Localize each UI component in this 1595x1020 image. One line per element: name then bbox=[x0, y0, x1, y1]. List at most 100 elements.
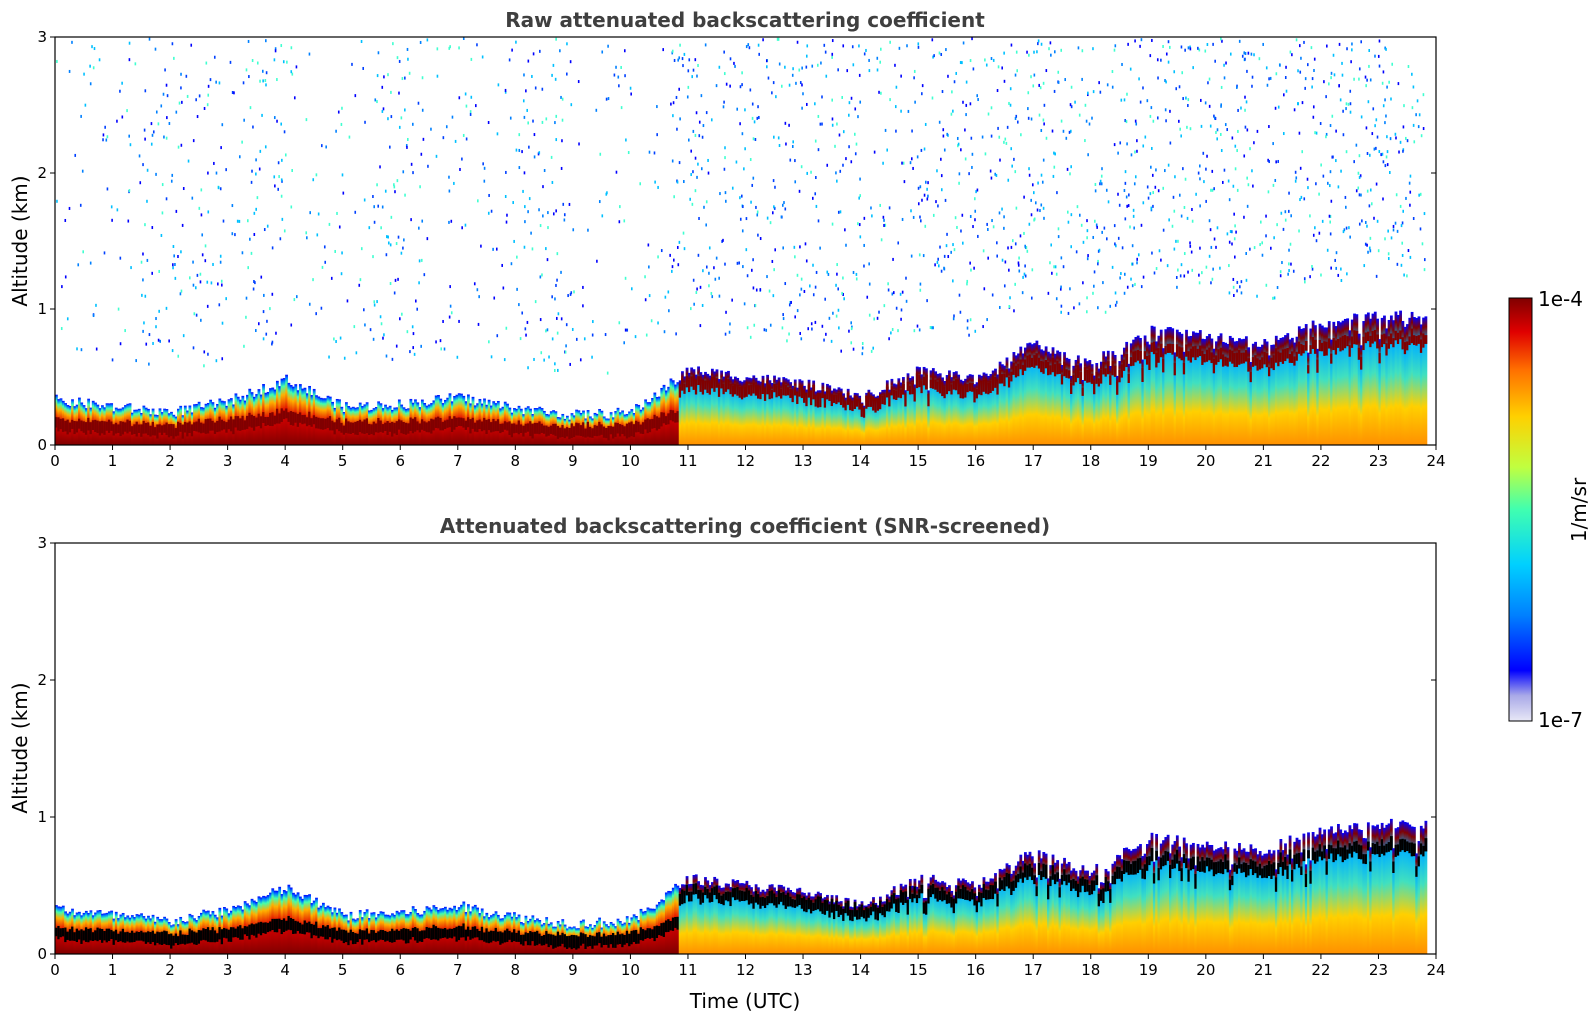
noise-point bbox=[902, 161, 905, 165]
noise-point bbox=[804, 242, 807, 246]
noise-point bbox=[1133, 182, 1136, 186]
noise-point bbox=[892, 291, 895, 295]
noise-point bbox=[1136, 257, 1138, 261]
noise-point bbox=[1184, 177, 1187, 181]
noise-point bbox=[1220, 37, 1222, 41]
layer-core bbox=[577, 936, 581, 949]
layer-column bbox=[936, 373, 940, 445]
noise-point bbox=[1092, 291, 1094, 295]
layer-core bbox=[144, 932, 148, 944]
noise-point bbox=[1387, 229, 1389, 233]
noise-point bbox=[1353, 77, 1355, 81]
layer-core bbox=[980, 892, 984, 907]
layer-core bbox=[1320, 342, 1324, 352]
layer-core bbox=[1088, 368, 1092, 383]
noise-point bbox=[1140, 285, 1143, 289]
noise-point bbox=[1367, 250, 1369, 254]
layer-core bbox=[874, 904, 878, 920]
noise-point bbox=[1211, 188, 1214, 192]
layer-column bbox=[819, 390, 822, 445]
layer-core bbox=[846, 900, 850, 916]
layer-core bbox=[662, 922, 666, 937]
noise-point bbox=[121, 115, 124, 119]
layer-column bbox=[895, 894, 898, 954]
noise-point bbox=[1150, 206, 1153, 210]
layer-column bbox=[876, 905, 880, 954]
x-tick-label: 11 bbox=[678, 961, 697, 979]
noise-point bbox=[1126, 142, 1128, 146]
layer-core bbox=[681, 889, 684, 905]
noise-point bbox=[209, 78, 212, 82]
noise-point bbox=[198, 206, 201, 210]
noise-point bbox=[917, 45, 920, 49]
noise-point bbox=[831, 222, 834, 226]
noise-point bbox=[1028, 167, 1030, 171]
layer-column bbox=[867, 904, 871, 954]
layer-column bbox=[1366, 822, 1370, 954]
layer-core bbox=[1392, 861, 1396, 873]
layer-core bbox=[819, 393, 822, 408]
noise-point bbox=[192, 346, 195, 350]
layer-column bbox=[1037, 850, 1041, 954]
noise-point bbox=[1212, 42, 1214, 46]
noise-point bbox=[152, 130, 155, 134]
noise-point bbox=[154, 47, 157, 51]
layer-column bbox=[1357, 333, 1361, 445]
layer-core bbox=[1242, 862, 1246, 873]
layer-core bbox=[563, 428, 567, 439]
noise-point bbox=[821, 324, 824, 328]
layer-core bbox=[773, 893, 776, 906]
noise-point bbox=[150, 142, 153, 146]
noise-point bbox=[598, 200, 601, 204]
noise-point bbox=[1355, 143, 1358, 147]
layer-core bbox=[878, 394, 882, 410]
layer-column bbox=[1208, 844, 1211, 954]
layer-core bbox=[1293, 854, 1297, 870]
noise-point bbox=[986, 318, 988, 322]
noise-point bbox=[391, 357, 394, 361]
noise-point bbox=[1152, 119, 1155, 123]
noise-point bbox=[1419, 192, 1422, 196]
layer-core bbox=[577, 423, 581, 436]
layer-column bbox=[948, 370, 951, 445]
layer-core bbox=[225, 928, 229, 939]
noise-point bbox=[998, 135, 1001, 139]
layer-column bbox=[844, 897, 848, 954]
noise-point bbox=[766, 216, 769, 220]
layer-column bbox=[874, 902, 878, 954]
layer-core bbox=[172, 424, 176, 439]
layer-core bbox=[819, 896, 822, 912]
layer-column bbox=[832, 388, 836, 445]
noise-point bbox=[142, 278, 144, 282]
noise-point bbox=[66, 317, 69, 321]
layer-core bbox=[289, 411, 293, 425]
noise-point bbox=[742, 205, 744, 209]
noise-point bbox=[868, 58, 870, 62]
noise-point bbox=[1134, 175, 1137, 179]
layer-core bbox=[1021, 364, 1025, 376]
layer-core bbox=[1348, 345, 1352, 357]
noise-point bbox=[551, 337, 554, 341]
layer-column bbox=[885, 894, 889, 954]
noise-point bbox=[221, 357, 224, 361]
noise-point bbox=[1416, 99, 1419, 103]
layer-core bbox=[319, 928, 323, 937]
noise-point bbox=[68, 69, 71, 73]
layer-column bbox=[1118, 855, 1122, 954]
noise-point bbox=[831, 123, 834, 127]
noise-point bbox=[1268, 125, 1270, 129]
layer-column bbox=[1378, 339, 1382, 445]
noise-point bbox=[745, 248, 748, 252]
layer-core bbox=[602, 933, 606, 946]
noise-point bbox=[1205, 265, 1208, 269]
noise-point bbox=[144, 294, 147, 298]
noise-point bbox=[1140, 223, 1143, 227]
noise-point bbox=[152, 341, 154, 345]
layer-column bbox=[1357, 829, 1361, 954]
noise-point bbox=[1057, 80, 1060, 84]
noise-point bbox=[676, 245, 679, 249]
layer-core bbox=[397, 930, 401, 940]
layer-core bbox=[448, 416, 452, 428]
layer-core bbox=[351, 932, 355, 945]
noise-point bbox=[946, 132, 949, 136]
